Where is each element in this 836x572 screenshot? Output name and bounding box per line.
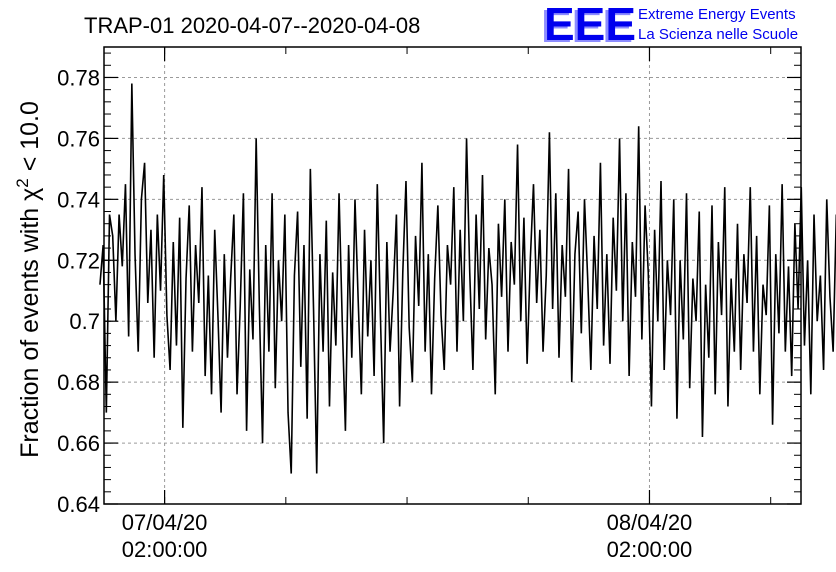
data-series-line-0 — [99, 83, 836, 474]
y-tick-label: 0.66 — [57, 431, 100, 456]
y-tick-label: 0.78 — [57, 65, 100, 90]
y-tick-label: 0.76 — [57, 126, 100, 151]
eee-logo-mark: EEE — [544, 0, 636, 50]
eee-logo-line2: La Scienza nelle Scuole — [638, 26, 798, 43]
x-tick-label-time: 02:00:00 — [122, 537, 208, 562]
y-axis-label-symbol: χ — [16, 188, 44, 201]
plot-frame — [103, 46, 802, 505]
y-axis-label: Fraction of events with χ2 < 10.0 — [13, 101, 44, 458]
y-tick-label: 0.7 — [69, 309, 100, 334]
eee-logo-line1: Extreme Energy Events — [638, 6, 796, 23]
y-axis-label-superscript: 2 — [13, 178, 32, 187]
y-tick-label: 0.72 — [57, 248, 100, 273]
y-tick-label: 0.74 — [57, 187, 100, 212]
chart-title: TRAP-01 2020-04-07--2020-04-08 — [84, 13, 420, 38]
y-tick-label: 0.64 — [57, 492, 100, 517]
y-axis-label-prefix: Fraction of events with — [16, 201, 44, 458]
x-tick-label-time: 02:00:00 — [607, 537, 693, 562]
axis-ticks: 0.640.660.680.70.720.740.760.7807/04/200… — [57, 47, 801, 562]
y-tick-label: 0.68 — [57, 370, 100, 395]
y-axis-label-suffix: < 10.0 — [16, 101, 44, 178]
eee-logo: EEE EEE Extreme Energy Events La Scienza… — [541, 0, 798, 52]
eee-logo-shadow: EEE — [541, 0, 633, 52]
x-tick-label-date: 08/04/20 — [607, 510, 693, 535]
plot-area — [99, 83, 836, 474]
x-tick-label-date: 07/04/20 — [122, 510, 208, 535]
